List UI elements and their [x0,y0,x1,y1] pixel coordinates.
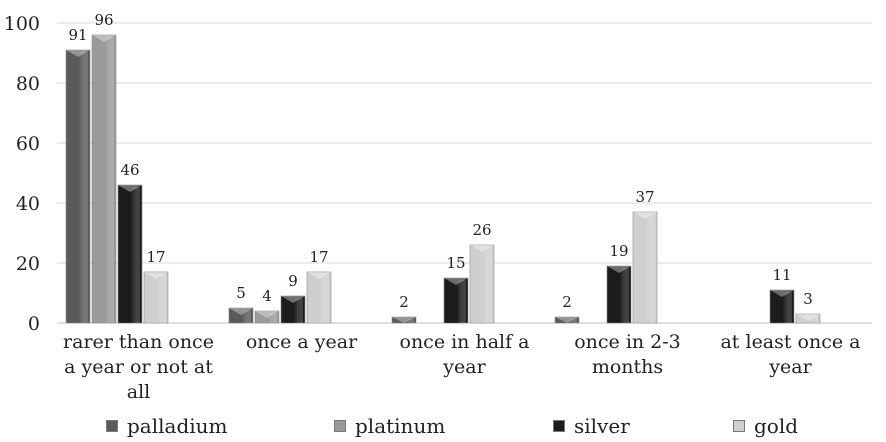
y-tick-label: 20 [16,253,40,275]
data-label: 19 [609,242,628,260]
bar-bevel [66,50,90,57]
category-label: at least once a [720,331,860,353]
y-tick-label: 0 [28,313,40,335]
legend-swatch [553,420,565,432]
bar-bevel [796,314,820,321]
bar-shade [94,37,114,323]
bar-shade [772,292,792,323]
bar-bevel [255,311,279,318]
legend-label: platinum [355,414,446,438]
bar-shade [283,298,303,323]
category-label: once in 2-3 [574,331,681,353]
category-label: a year or not at [64,356,213,378]
bar-shade [146,274,166,323]
category-label: rarer than once [63,331,214,353]
legend-item-palladium: palladium [106,414,228,438]
data-label: 11 [772,266,791,284]
bar-shade [557,319,577,323]
bar-shade [257,313,277,323]
bar-bevel [470,245,494,252]
legend-swatch [334,420,346,432]
bar-bevel [633,212,657,219]
bar-shade [472,247,492,323]
bar-bevel [392,317,416,323]
data-label: 4 [262,287,272,305]
data-label: 15 [446,254,465,272]
bar-shade [798,316,818,323]
data-label: 17 [146,248,165,266]
bar-shade [609,268,629,323]
bar-bevel [555,317,579,323]
y-tick-label: 100 [4,13,40,35]
bar-shade [68,52,88,323]
y-tick-label: 40 [16,193,40,215]
bar-bevel [281,296,305,303]
legend-label: gold [754,414,799,438]
y-tick-label: 60 [16,133,40,155]
legend-item-platinum: platinum [334,414,445,438]
category-label: months [592,356,663,378]
bar-shade [231,310,251,323]
data-label: 26 [472,221,491,239]
data-label: 46 [120,161,139,179]
bar-bevel [144,272,168,279]
legend-label: palladium [127,414,228,438]
data-label: 9 [288,272,298,290]
data-label: 17 [309,248,328,266]
legend-item-silver: silver [553,414,630,438]
bar-shade [635,214,655,323]
bar-bevel [307,272,331,279]
bar-bevel [229,308,253,315]
category-label: year [768,356,812,378]
legend-label: silver [574,414,630,438]
bar-bevel [770,290,794,297]
category-label: all [127,381,150,403]
y-tick-label: 80 [16,73,40,95]
category-label: once in half a [400,331,530,353]
data-label: 96 [94,11,113,29]
category-label: year [442,356,486,378]
bar-shade [446,280,466,323]
bar-bevel [444,278,468,285]
data-label: 2 [562,293,572,311]
data-label: 37 [635,188,654,206]
legend-item-gold: gold [733,414,798,438]
bar-shade [120,187,140,323]
data-label: 3 [803,290,813,308]
bar-bevel [92,35,116,42]
bar-bevel [607,266,631,273]
legend-swatch [733,420,745,432]
bar-shade [309,274,329,323]
data-label: 5 [236,284,246,302]
data-label: 2 [399,293,409,311]
data-label: 91 [68,26,87,44]
category-label: once a year [246,331,358,353]
bar-shade [394,319,414,323]
legend: palladium platinum silver gold [0,414,886,442]
bar-bevel [118,185,142,192]
bar-chart: 0 20 40 60 80 100 91 96 46 17 rarer than once a yea… [4,11,872,403]
legend-swatch [106,420,118,432]
